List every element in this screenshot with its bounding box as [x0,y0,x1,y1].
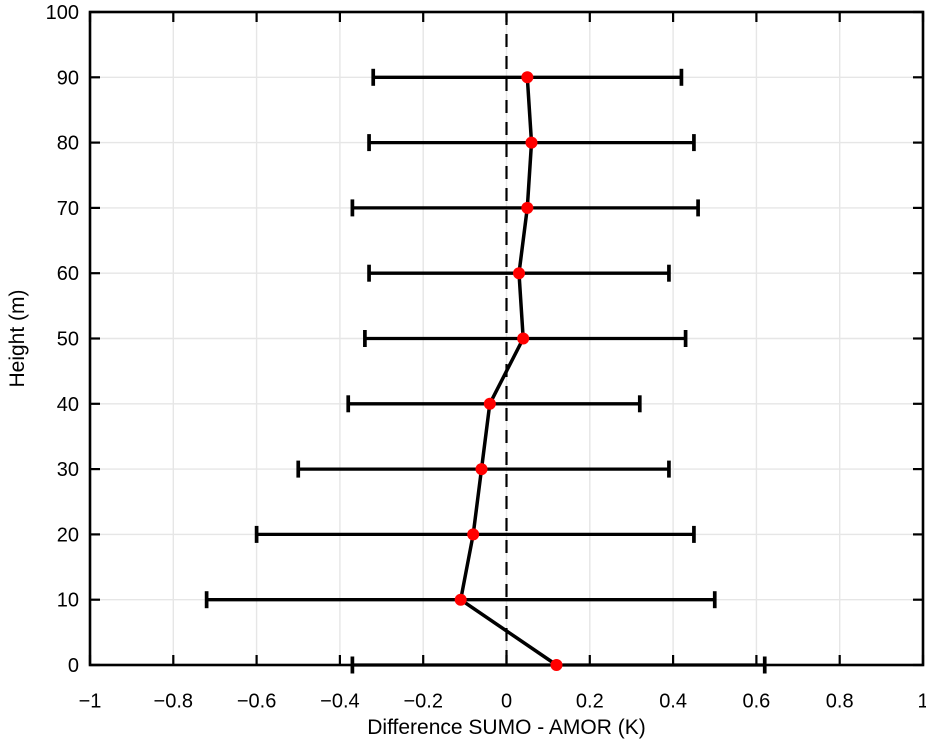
x-tick-label: 0.2 [576,691,604,713]
y-tick-label: 70 [57,198,79,220]
data-line [458,77,558,667]
x-tick-label: −0.2 [403,691,442,713]
x-tick-label: −1 [79,691,102,713]
y-tick-label: 30 [57,459,79,481]
y-tick-label: 50 [57,329,79,351]
x-tick-label: 0.4 [659,691,687,713]
data-point-marker [467,528,480,541]
y-tick-label: 80 [57,133,79,155]
data-point-marker [512,267,525,280]
data-point-marker [521,71,534,84]
x-tick-label: −0.4 [320,691,359,713]
data-point-marker [521,201,534,214]
y-tick-label: 100 [46,2,79,24]
x-tick-label: 0 [501,691,512,713]
data-point-marker [517,332,530,345]
x-axis-label: Difference SUMO - AMOR (K) [367,716,646,739]
data-layer [204,68,767,674]
x-tick-label: 1 [917,691,926,713]
data-point-marker [550,659,563,671]
x-tick-label: 0.6 [742,691,770,713]
data-point-marker [525,136,538,149]
label-layer: Difference SUMO - AMOR (K) Height (m) −1… [6,2,926,739]
x-tick-label: 0.8 [826,691,854,713]
y-axis-label: Height (m) [6,289,29,387]
x-tick-label: −0.8 [154,691,193,713]
y-tick-label: 10 [57,590,79,612]
y-tick-label: 20 [57,524,79,546]
data-point-marker [483,397,496,410]
y-tick-label: 0 [68,655,79,677]
data-point-marker [454,593,467,606]
y-tick-label: 60 [57,263,79,285]
data-point-marker [475,463,488,476]
y-tick-label: 90 [57,67,79,89]
x-tick-label: −0.6 [237,691,276,713]
y-tick-label: 40 [57,394,79,416]
